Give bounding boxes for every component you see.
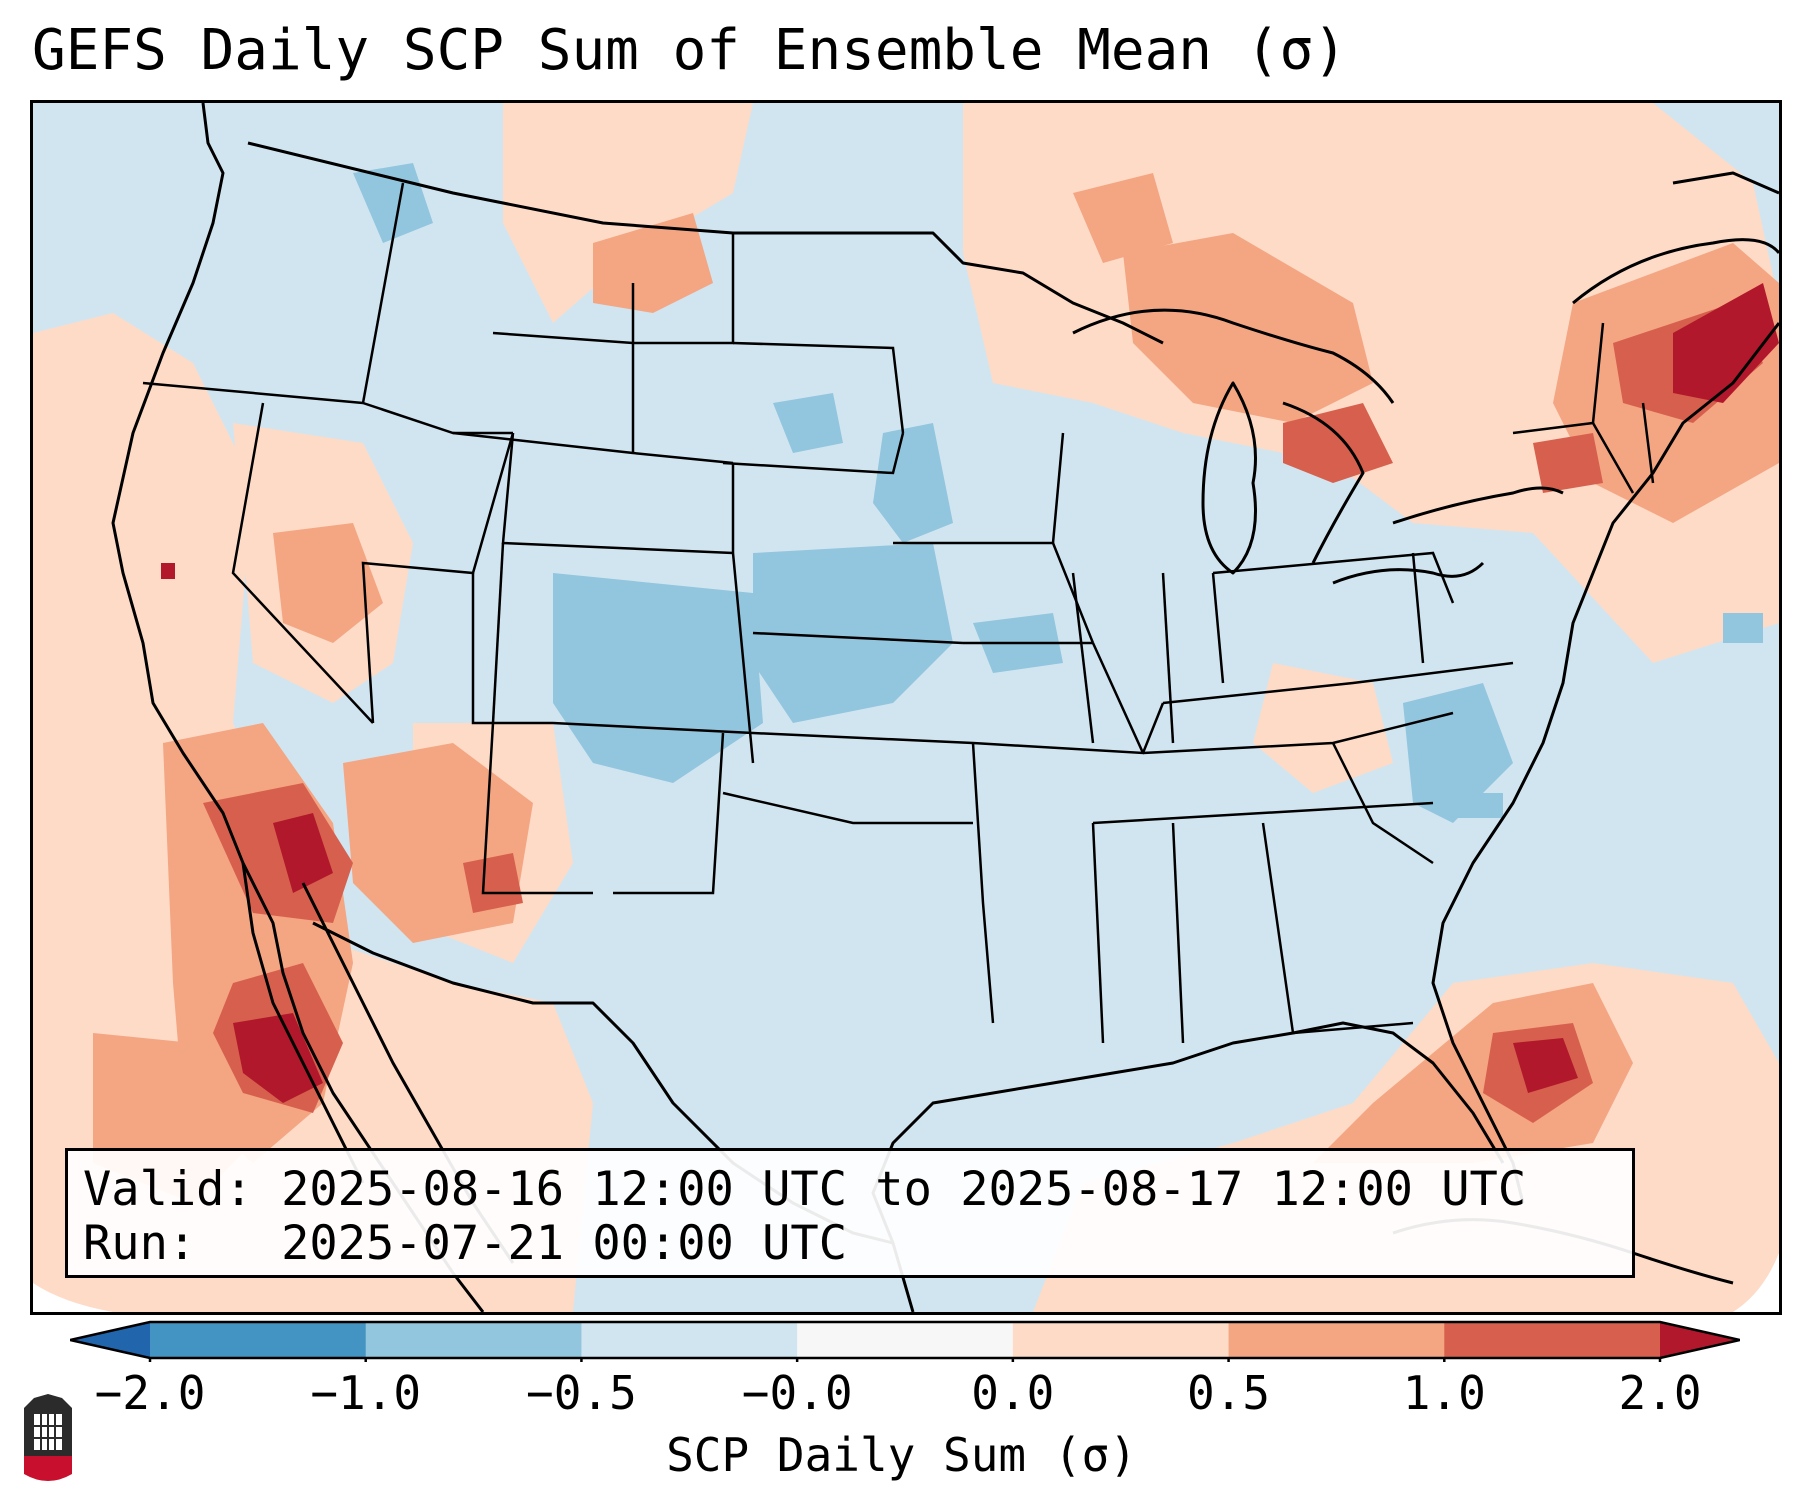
colorbar-bin — [1012, 1322, 1230, 1358]
colorbar-tick-labels: −2.0 −1.0 −0.5 −0.0 0.0 0.5 1.0 2.0 — [0, 1360, 1803, 1420]
map-panel — [30, 100, 1782, 1315]
colorbar-bin — [581, 1322, 798, 1358]
colorbar-tick-label: −0.5 — [526, 1366, 637, 1420]
run-line: Run: 2025-07-21 00:00 UTC — [83, 1216, 848, 1271]
colorbar-tick-label: −2.0 — [94, 1366, 206, 1420]
valid-line: Valid: 2025-08-16 12:00 UTC to 2025-08-1… — [83, 1162, 1527, 1217]
colorbar-bins — [70, 1322, 1740, 1358]
valid-run-info-box: Valid: 2025-08-16 12:00 UTC to 2025-08-1… — [65, 1148, 1635, 1278]
state-borders — [142, 182, 1655, 1044]
colorbar-tick-label: 1.0 — [1402, 1366, 1486, 1420]
colorbar-tick-label: 0.0 — [971, 1366, 1055, 1420]
colorbar — [70, 1320, 1740, 1362]
colorbar-label: SCP Daily Sum (σ) — [666, 1428, 1137, 1482]
chart-title: GEFS Daily SCP Sum of Ensemble Mean (σ) — [32, 18, 1347, 83]
colorbar-tick-label: −0.0 — [741, 1366, 853, 1420]
colorbar-outline — [70, 1320, 1740, 1360]
colorbar-bin — [365, 1322, 582, 1358]
colorbar-bin — [150, 1322, 367, 1358]
colorbar-bin — [1228, 1322, 1445, 1358]
colorbar-tick-label: −1.0 — [310, 1366, 422, 1420]
anomaly-extreme-positive — [161, 283, 1779, 1103]
colorbar-tick-label: 2.0 — [1618, 1366, 1702, 1420]
colorbar-tick-label: 0.5 — [1187, 1366, 1271, 1420]
colorbar-extend-low — [70, 1322, 150, 1358]
colorbar-bin — [797, 1322, 1014, 1358]
niu-logo-icon — [24, 1394, 72, 1481]
map-svg — [33, 103, 1779, 1312]
colorbar-bin — [1444, 1322, 1661, 1358]
colorbar-extend-high — [1660, 1322, 1740, 1358]
